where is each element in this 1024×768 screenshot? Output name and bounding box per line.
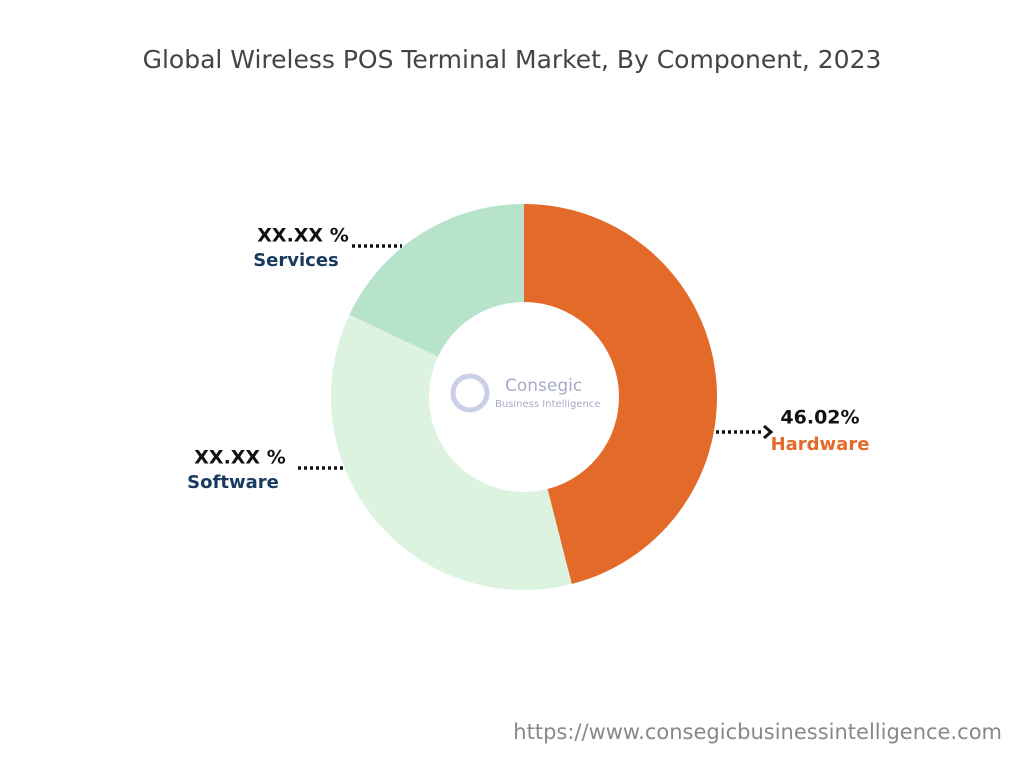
source-url: https://www.consegicbusinessintelligence… [513, 720, 1002, 744]
donut-segment [524, 204, 717, 584]
leader-arrow [763, 424, 774, 440]
watermark-name: Consegic [505, 376, 582, 396]
watermark: Consegic Business Intelligence [450, 373, 600, 413]
value-label: XX.XX % [194, 447, 285, 469]
chart-title: Global Wireless POS Terminal Market, By … [143, 45, 882, 74]
donut-segment [349, 203, 524, 357]
category-label: Services [253, 250, 339, 271]
category-label: Hardware [771, 434, 870, 455]
watermark-logo [450, 373, 490, 413]
category-label: Software [187, 472, 279, 493]
watermark-tagline: Business Intelligence [495, 399, 600, 410]
value-label: 46.02% [780, 407, 859, 429]
donut [331, 203, 717, 590]
value-label: XX.XX % [257, 225, 348, 247]
donut-segment [331, 314, 572, 590]
